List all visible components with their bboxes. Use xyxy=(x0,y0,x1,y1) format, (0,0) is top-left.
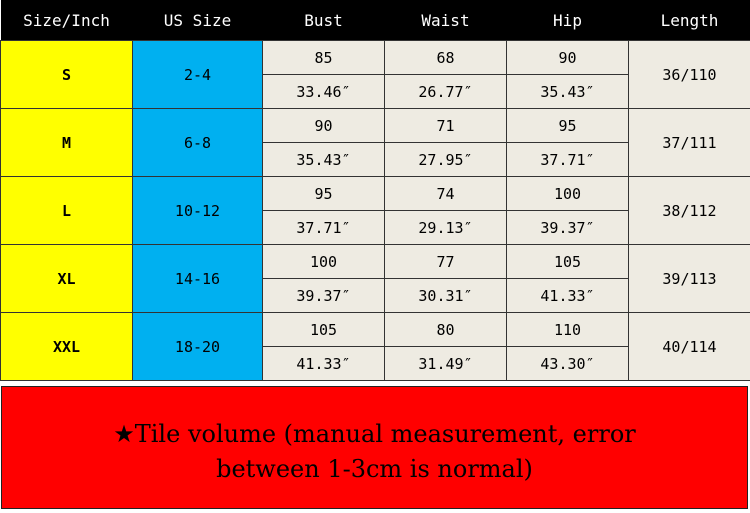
hip-inch-cell: 39.37″ xyxy=(506,210,629,245)
table-row: 35.43″ 27.95″ 37.71″ xyxy=(1,142,750,177)
bust-inch-cell: 41.33″ xyxy=(262,346,385,381)
hip-inch-cell: 37.71″ xyxy=(506,142,629,177)
header-us-size: US Size xyxy=(132,0,263,41)
size-chart-table: Size/Inch US Size Bust Waist Hip Length … xyxy=(0,0,750,381)
length-cell: 39/113 xyxy=(628,244,750,313)
size-cell: S xyxy=(0,40,133,109)
waist-inch-cell: 30.31″ xyxy=(384,278,507,313)
waist-inch-cell: 27.95″ xyxy=(384,142,507,177)
header-length: Length xyxy=(628,0,750,41)
us-size-cell: 10-12 xyxy=(132,176,263,245)
hip-cm-cell: 100 xyxy=(506,176,629,211)
bust-cm-cell: 95 xyxy=(262,176,385,211)
waist-cm-cell: 68 xyxy=(384,40,507,75)
hip-cm-cell: 95 xyxy=(506,108,629,143)
header-hip: Hip xyxy=(506,0,629,41)
bust-inch-cell: 35.43″ xyxy=(262,142,385,177)
bust-cm-cell: 105 xyxy=(262,312,385,347)
waist-inch-cell: 29.13″ xyxy=(384,210,507,245)
us-size-cell: 14-16 xyxy=(132,244,263,313)
table-row: S 2-4 85 68 90 36/110 xyxy=(0,40,750,109)
hip-inch-cell: 35.43″ xyxy=(506,74,629,109)
header-bust: Bust xyxy=(262,0,385,41)
size-cell: M xyxy=(0,108,133,177)
waist-inch-cell: 26.77″ xyxy=(384,74,507,109)
bust-inch-cell: 33.46″ xyxy=(262,74,385,109)
note-line-1: ★Tile volume (manual measurement, error xyxy=(113,420,636,448)
measurement-note: ★Tile volume (manual measurement, error … xyxy=(1,386,748,509)
hip-inch-cell: 43.30″ xyxy=(506,346,629,381)
table-row: L 10-12 95 74 100 38/112 xyxy=(0,176,750,245)
us-size-cell: 6-8 xyxy=(132,108,263,177)
length-cell: 37/111 xyxy=(628,108,750,177)
length-cell: 38/112 xyxy=(628,176,750,245)
table-row: 39.37″ 30.31″ 41.33″ xyxy=(1,278,750,313)
us-size-cell: 18-20 xyxy=(132,312,263,381)
length-cell: 36/110 xyxy=(628,40,750,109)
hip-cm-cell: 105 xyxy=(506,244,629,279)
waist-cm-cell: 74 xyxy=(384,176,507,211)
table-row: XXL 18-20 105 80 110 40/114 xyxy=(0,312,750,381)
us-size-cell: 2-4 xyxy=(132,40,263,109)
waist-cm-cell: 71 xyxy=(384,108,507,143)
hip-cm-cell: 110 xyxy=(506,312,629,347)
bust-cm-cell: 85 xyxy=(262,40,385,75)
bust-cm-cell: 90 xyxy=(262,108,385,143)
size-cell: XXL xyxy=(0,312,133,381)
header-row: Size/Inch US Size Bust Waist Hip Length xyxy=(0,0,750,41)
bust-inch-cell: 37.71″ xyxy=(262,210,385,245)
size-cell: XL xyxy=(0,244,133,313)
table-row: M 6-8 90 71 95 37/111 xyxy=(0,108,750,177)
header-waist: Waist xyxy=(384,0,507,41)
table-row: 37.71″ 29.13″ 39.37″ xyxy=(1,210,750,245)
size-cell: L xyxy=(0,176,133,245)
hip-inch-cell: 41.33″ xyxy=(506,278,629,313)
waist-cm-cell: 77 xyxy=(384,244,507,279)
table-row: XL 14-16 100 77 105 39/113 xyxy=(0,244,750,313)
note-line-2: between 1-3cm is normal) xyxy=(216,455,533,483)
table-row: 41.33″ 31.49″ 43.30″ xyxy=(1,346,750,381)
length-cell: 40/114 xyxy=(628,312,750,381)
waist-inch-cell: 31.49″ xyxy=(384,346,507,381)
waist-cm-cell: 80 xyxy=(384,312,507,347)
hip-cm-cell: 90 xyxy=(506,40,629,75)
bust-cm-cell: 100 xyxy=(262,244,385,279)
bust-inch-cell: 39.37″ xyxy=(262,278,385,313)
header-size: Size/Inch xyxy=(0,0,133,41)
table-row: 33.46″ 26.77″ 35.43″ xyxy=(1,74,750,109)
